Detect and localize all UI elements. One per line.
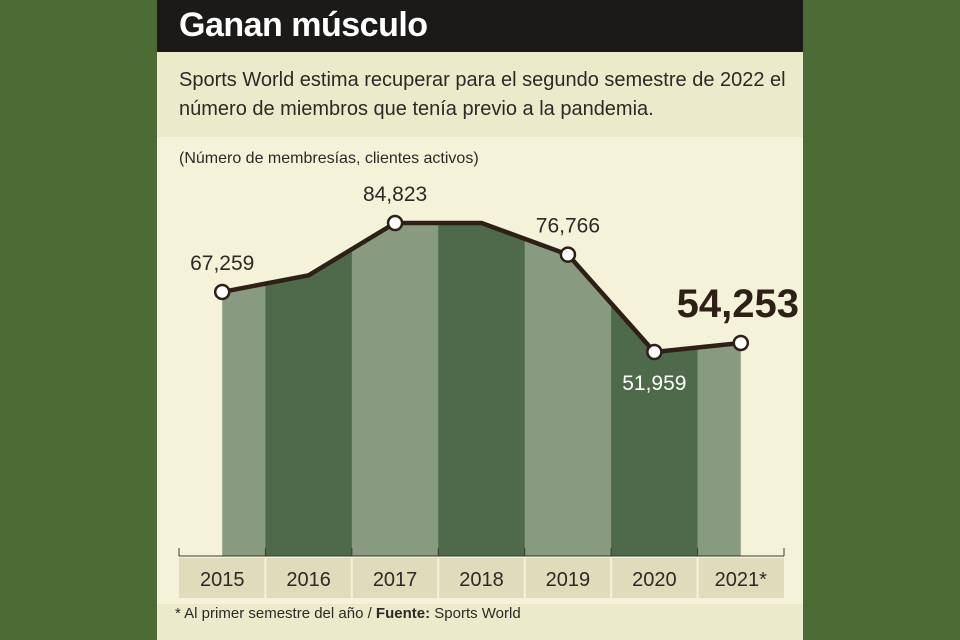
x-tick-label-2019: 2019 bbox=[546, 569, 591, 591]
data-point-2017 bbox=[386, 214, 404, 232]
unit-label: (Número de membresías, clientes activos) bbox=[179, 150, 479, 167]
infographic-panel: Ganan músculo Sports World estima recupe… bbox=[157, 0, 803, 640]
category-band bbox=[179, 558, 784, 598]
x-tick-label-2017: 2017 bbox=[373, 569, 418, 591]
footnote-note: * Al primer semestre del año / bbox=[175, 605, 376, 622]
data-point-2015 bbox=[213, 283, 231, 301]
column-2017 bbox=[351, 223, 439, 556]
column-2015 bbox=[222, 223, 266, 556]
value-label-2015: 67,259 bbox=[190, 252, 254, 275]
value-label-2017: 84,823 bbox=[363, 183, 427, 206]
source-name: Sports World bbox=[430, 605, 521, 622]
data-point-2021 bbox=[732, 334, 750, 352]
chart-title: Ganan músculo bbox=[179, 6, 428, 44]
data-point-2019 bbox=[559, 246, 577, 263]
value-label-2021: 54,253 bbox=[677, 282, 799, 326]
x-tick-label-2018: 2018 bbox=[459, 569, 504, 591]
membership-chart: 67,259 84,823 76,766 51,959 54,253 2015 2016 2… bbox=[178, 183, 799, 598]
title-bar: Ganan músculo bbox=[157, 0, 803, 52]
column-2018 bbox=[438, 223, 526, 556]
x-tick-label-2020: 2020 bbox=[632, 569, 677, 591]
x-tick-label-2016: 2016 bbox=[286, 569, 331, 591]
data-point-2020 bbox=[646, 343, 663, 361]
source-label: Fuente: bbox=[375, 605, 431, 622]
value-label-2019: 76,766 bbox=[536, 215, 600, 238]
x-tick-label-2015: 2015 bbox=[200, 569, 245, 591]
footnote: * Al primer semestre del año / Fuente: S… bbox=[175, 605, 521, 622]
value-label-2020: 51,959 bbox=[622, 372, 686, 395]
x-tick-label-2021: 2021* bbox=[715, 569, 767, 591]
column-2019 bbox=[524, 223, 612, 556]
column-2016 bbox=[265, 223, 353, 556]
column-2021 bbox=[697, 223, 741, 556]
chart-subtitle: Sports World estima recuperar para el se… bbox=[179, 69, 786, 120]
